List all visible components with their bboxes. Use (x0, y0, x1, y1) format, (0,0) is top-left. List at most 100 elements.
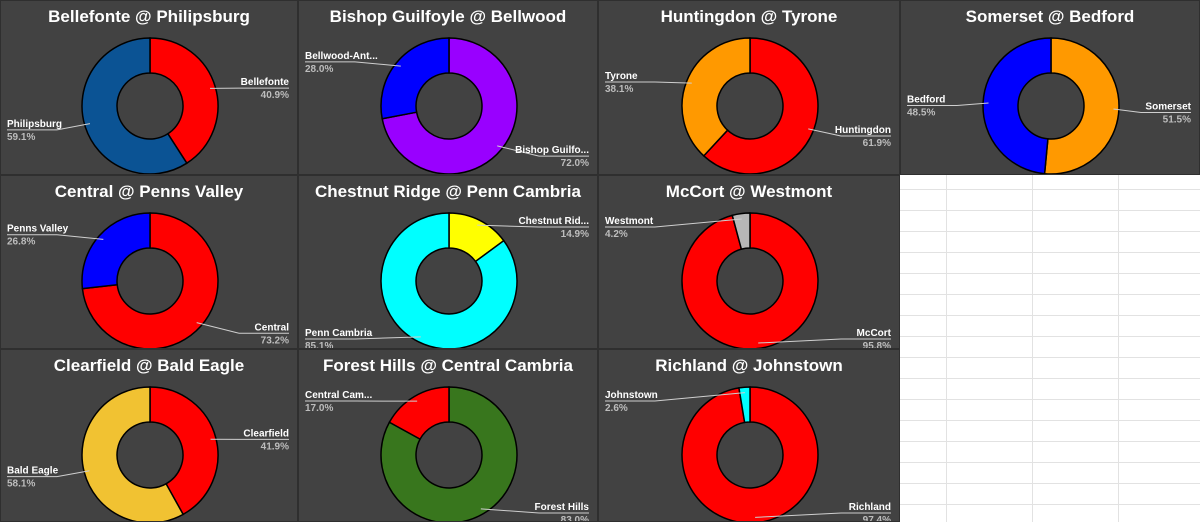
slice-percent: 85.1% (305, 341, 333, 349)
chart-panel[interactable]: Richland @ Johnstown Richland 97.4% Johnst… (598, 349, 900, 522)
chart-title: Somerset @ Bedford (965, 7, 1135, 26)
slice-percent: 17.0% (305, 403, 333, 414)
donut-chart: Chestnut Rid... 14.9% Penn Cambria 85.1% (305, 212, 589, 349)
chart-title: Forest Hills @ Central Cambria (323, 356, 573, 375)
leader-line (1113, 108, 1142, 113)
slice-percent: 97.4% (863, 515, 891, 522)
slice-label: Richland (849, 502, 891, 513)
slice-central-cam[interactable] (388, 386, 450, 441)
slice-percent: 38.1% (605, 84, 633, 95)
slice-label: Somerset (1145, 101, 1191, 112)
slice-percent: 73.2% (261, 335, 289, 346)
leader-line (755, 512, 842, 518)
slice-forest-hills[interactable] (380, 386, 518, 522)
donut-chart: Bishop Guilfo... 72.0% Bellwood-Ant... 28.0… (305, 37, 589, 174)
chart-panel[interactable]: Huntingdon @ Tyrone Huntingdon 61.9% Tyron… (598, 0, 900, 175)
donut-chart: Richland 97.4% Johnstown 2.6% (605, 386, 891, 522)
slice-label: Philipsburg (7, 119, 62, 130)
leader-line (758, 338, 842, 344)
slice-label: Johnstown (605, 390, 658, 401)
slice-label: Westmont (605, 216, 654, 227)
leader-line (808, 128, 842, 137)
slice-penn-cambria[interactable] (380, 212, 518, 349)
leader-line (956, 102, 989, 107)
slice-percent: 51.5% (1163, 114, 1191, 125)
chart-panel[interactable]: McCort @ Westmont McCort 95.8% Westmont 4.2… (598, 175, 900, 349)
slice-johnstown[interactable] (738, 386, 751, 424)
slice-percent: 95.8% (863, 341, 891, 349)
chart-panel[interactable]: Bishop Guilfoyle @ Bellwood Bishop Guilf… (298, 0, 598, 175)
slice-percent: 2.6% (605, 403, 628, 414)
donut-chart: Bellefonte 40.9% Philipsburg 59.1% (7, 37, 290, 174)
donut-chart: McCort 95.8% Westmont 4.2% (605, 212, 892, 349)
slice-huntingdon[interactable] (702, 37, 819, 174)
leader-line (56, 470, 90, 478)
leader-line (654, 392, 745, 402)
leader-line (196, 322, 240, 334)
slice-label: McCort (857, 328, 892, 339)
slice-percent: 83.0% (561, 515, 589, 522)
chart-panel[interactable]: Central @ Penns Valley Central 73.2% Penns… (0, 175, 298, 349)
chart-title: Central @ Penns Valley (54, 182, 244, 201)
slice-penns-valley[interactable] (81, 212, 151, 290)
slice-label: Central (255, 322, 290, 333)
slice-philipsburg[interactable] (81, 37, 188, 174)
chart-panel[interactable]: Bellefonte @ Philipsburg Bellefonte 40.9%… (0, 0, 298, 175)
chart-panel[interactable]: Clearfield @ Bald Eagle Clearfield 41.9% B… (0, 349, 298, 522)
slice-tyrone[interactable] (681, 37, 751, 157)
chart-panel[interactable]: Forest Hills @ Central Cambria Forest Hi… (298, 349, 598, 522)
slice-mccort[interactable] (681, 212, 819, 349)
leader-line (354, 61, 401, 67)
donut-chart: Huntingdon 61.9% Tyrone 38.1% (605, 37, 891, 174)
slice-label: Penn Cambria (305, 328, 373, 339)
slice-bedford[interactable] (982, 37, 1052, 174)
slice-label: Chestnut Rid... (518, 216, 589, 227)
slice-percent: 26.8% (7, 237, 35, 248)
chart-title: Huntingdon @ Tyrone (660, 7, 838, 26)
chart-title: Clearfield @ Bald Eagle (53, 356, 245, 375)
slice-percent: 48.5% (907, 108, 935, 119)
slice-label: Penns Valley (7, 224, 69, 235)
chart-title: Richland @ Johnstown (655, 356, 843, 375)
leader-line (654, 81, 692, 84)
slice-percent: 28.0% (305, 64, 333, 75)
slice-percent: 4.2% (605, 229, 628, 240)
slice-label: Bald Eagle (7, 466, 59, 477)
slice-label: Bishop Guilfo... (515, 145, 589, 156)
slice-percent: 40.9% (261, 90, 289, 101)
donut-chart: Clearfield 41.9% Bald Eagle 58.1% (7, 386, 289, 522)
slice-percent: 59.1% (7, 132, 35, 143)
slice-percent: 41.9% (261, 441, 289, 452)
chart-title: Bishop Guilfoyle @ Bellwood (329, 7, 567, 26)
slice-label: Huntingdon (835, 125, 891, 136)
slice-percent: 14.9% (561, 229, 589, 240)
slice-label: Bellefonte (241, 77, 290, 88)
leader-line (477, 224, 540, 228)
leader-line (56, 123, 91, 131)
slice-label: Tyrone (605, 71, 638, 82)
chart-panel[interactable]: Somerset @ Bedford Somerset 51.5% Bedford 4… (900, 0, 1200, 175)
slice-bishop-guilfo[interactable] (381, 37, 518, 174)
chart-panel[interactable]: Chestnut Ridge @ Penn Cambria Chestnut R… (298, 175, 598, 349)
slice-central[interactable] (81, 212, 219, 349)
slice-westmont[interactable] (731, 212, 751, 251)
slice-bald-eagle[interactable] (81, 386, 185, 522)
leader-line (56, 234, 104, 240)
slice-label: Central Cam... (305, 390, 372, 401)
slice-richland[interactable] (681, 386, 819, 522)
donut-chart: Somerset 51.5% Bedford 48.5% (907, 37, 1192, 174)
slice-label: Clearfield (243, 428, 289, 439)
slice-percent: 72.0% (561, 158, 589, 169)
leader-line (354, 336, 421, 340)
slice-somerset[interactable] (1043, 37, 1120, 174)
slice-clearfield[interactable] (149, 386, 219, 516)
leader-line (480, 508, 540, 514)
slice-label: Bedford (907, 95, 945, 106)
donut-chart: Forest Hills 83.0% Central Cam... 17.0% (305, 386, 589, 522)
slice-bellwood-ant[interactable] (380, 37, 450, 120)
chart-title: McCort @ Westmont (665, 182, 833, 201)
chart-title: Chestnut Ridge @ Penn Cambria (315, 182, 581, 201)
slice-label: Bellwood-Ant... (305, 51, 378, 62)
leader-line (497, 145, 540, 157)
slice-bellefonte[interactable] (149, 37, 219, 165)
